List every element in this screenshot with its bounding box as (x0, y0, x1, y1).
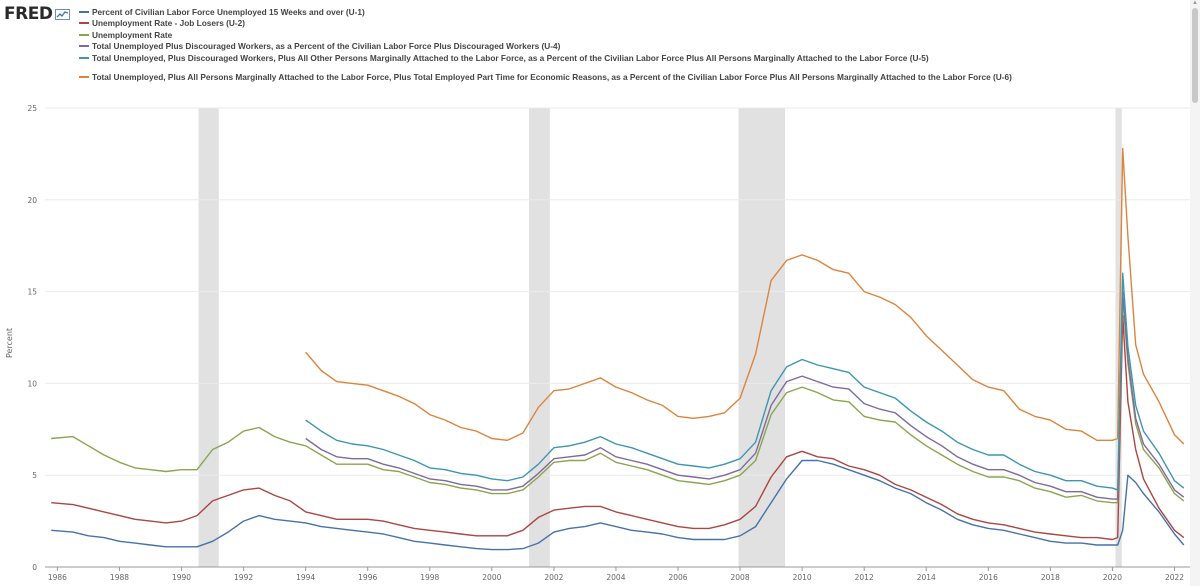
logo-text: FRED (4, 4, 53, 24)
data-series (51, 147, 1185, 551)
x-tick-label: 1998 (420, 573, 439, 582)
x-tick-label: 2006 (668, 573, 687, 582)
legend-swatch (79, 56, 89, 59)
y-tick-label: 5 (32, 471, 37, 480)
x-tick-label: 2000 (482, 573, 501, 582)
legend-item[interactable]: Total Unemployed, Plus All Persons Margi… (79, 72, 1170, 84)
y-tick-label: 0 (32, 563, 37, 572)
legend-label: Unemployment Rate - Job Losers (U-2) (92, 18, 246, 29)
x-tick-label: 2022 (1165, 573, 1184, 582)
x-tick-label: 1990 (172, 573, 191, 582)
grid-lines (45, 107, 1190, 476)
y-axis-label: Percent (5, 328, 14, 358)
x-tick-label: 1994 (296, 573, 315, 582)
x-tick-label: 2016 (979, 573, 998, 582)
x-tick-label: 2002 (544, 573, 563, 582)
recession-band (1115, 108, 1122, 567)
x-tick-label: 1988 (110, 573, 129, 582)
legend-label: Total Unemployed, Plus All Persons Margi… (92, 72, 1012, 83)
legend-swatch (79, 10, 89, 13)
legend-label: Percent of Civilian Labor Force Unemploy… (92, 6, 365, 17)
series-line (51, 296, 1185, 504)
x-tick-label: 2010 (793, 573, 812, 582)
series-line (51, 314, 1185, 541)
x-tick-label: 2018 (1041, 573, 1060, 582)
x-tick-label: 1996 (358, 573, 377, 582)
vertical-scrollbar[interactable]: ▲ (1190, 0, 1200, 586)
x-tick-label: 2008 (731, 573, 750, 582)
axes: 0 5 10 15 20 25 1986 1988 1990 1992 1994 1996 1998 20… (27, 104, 1190, 582)
recession-band (738, 108, 786, 567)
legend-swatch (79, 76, 89, 79)
x-tick-label: 2014 (917, 573, 936, 582)
legend-swatch (79, 33, 89, 36)
x-tick-label: 2012 (855, 573, 874, 582)
series-line (305, 147, 1185, 445)
recession-shading (198, 108, 1122, 567)
fred-logo[interactable]: FRED (4, 4, 71, 24)
legend-item[interactable]: Percent of Civilian Labor Force Unemploy… (79, 6, 1170, 18)
series-line (305, 272, 1185, 491)
legend-item[interactable]: Total Unemployed Plus Discouraged Worker… (79, 41, 1170, 53)
scroll-thumb[interactable] (1192, 8, 1198, 103)
legend-label: Total Unemployed, Plus Discouraged Worke… (92, 52, 929, 63)
recession-band (529, 108, 550, 567)
series-line (51, 459, 1185, 551)
chart-trend-icon (55, 8, 71, 20)
y-tick-label: 20 (27, 196, 37, 205)
legend-swatch (79, 22, 89, 25)
scroll-up-icon[interactable]: ▲ (1192, 0, 1198, 6)
x-tick-label: 1992 (234, 573, 253, 582)
series-line (305, 290, 1185, 500)
x-tick-label: 1986 (48, 573, 67, 582)
legend-item[interactable]: Unemployment Rate - Job Losers (U-2) (79, 18, 1170, 30)
legend-item[interactable]: Total Unemployed, Plus Discouraged Worke… (79, 52, 1170, 64)
chart-legend: Percent of Civilian Labor Force Unemploy… (79, 6, 1170, 83)
x-tick-label: 2004 (606, 573, 625, 582)
legend-label: Unemployment Rate (92, 29, 173, 40)
y-tick-label: 25 (27, 104, 37, 113)
recession-band (198, 108, 219, 567)
y-tick-label: 15 (27, 288, 37, 297)
y-tick-label: 10 (27, 379, 37, 388)
legend-label: Total Unemployed Plus Discouraged Worker… (92, 41, 561, 52)
x-tick-label: 2020 (1103, 573, 1122, 582)
legend-swatch (79, 45, 89, 48)
legend-item[interactable]: Unemployment Rate (79, 29, 1170, 41)
